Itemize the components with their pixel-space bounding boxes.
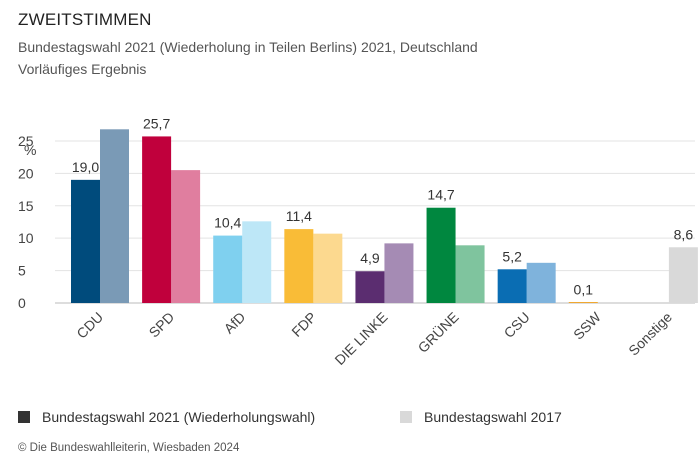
bar-2021 [71, 179, 100, 303]
y-tick-label: 15 [18, 198, 34, 214]
chart-subtitle: Bundestagswahl 2021 (Wiederholung in Tei… [18, 39, 478, 55]
x-category-label: Sonstige [625, 309, 675, 359]
bar-2021 [142, 136, 172, 303]
data-label-2021: 0,1 [574, 281, 594, 297]
bar-2021 [284, 229, 314, 303]
chart-title: ZWEITSTIMMEN [18, 10, 152, 29]
x-category-label: SPD [146, 309, 178, 341]
x-category-label: CDU [73, 309, 106, 342]
legend-item-2017: Bundestagswahl 2017 [400, 409, 562, 425]
chart-note: Vorläufiges Ergebnis [18, 61, 147, 77]
bar-2021 [568, 302, 598, 303]
data-label-2021: 10,4 [214, 215, 241, 231]
data-label-2021: 14,7 [427, 187, 454, 203]
y-tick-label: 5 [18, 263, 26, 279]
legend-label-2017: Bundestagswahl 2017 [424, 409, 562, 425]
data-label-2021: 4,9 [360, 250, 380, 266]
y-tick-label: 20 [18, 165, 34, 181]
bar-2017 [384, 243, 414, 303]
bar-2017 [171, 170, 201, 303]
x-category-label: GRÜNE [414, 308, 462, 356]
y-axis-unit: % [24, 142, 36, 158]
bar-2017 [668, 247, 698, 303]
x-category-label: CSU [501, 309, 533, 341]
bar-2017 [242, 221, 272, 303]
bar-2021 [497, 269, 527, 303]
data-label-2021: 11,4 [286, 208, 312, 224]
x-category-label: SSW [570, 308, 604, 342]
legend-label-2021: Bundestagswahl 2021 (Wiederholungswahl) [42, 409, 316, 425]
data-label-2021: 25,7 [143, 115, 170, 131]
x-category-label: AfD [221, 309, 249, 337]
x-category-label: DIE LINKE [331, 309, 390, 368]
data-label-2017: 8,6 [674, 226, 694, 242]
x-category-label: FDP [288, 309, 319, 340]
data-label-2021: 5,2 [502, 248, 522, 264]
y-tick-label: 0 [18, 295, 26, 311]
bar-chart: 0 5 10 15 20 25% 19,0 CDU 25,7 SPD 10,4 AfD 11,4 FDP 4… [18, 115, 698, 368]
bar-2017 [100, 129, 129, 303]
bar-2021 [426, 207, 456, 303]
bar-2017 [526, 262, 556, 303]
data-label-2021: 19,0 [72, 159, 99, 175]
legend-swatch-2021 [18, 411, 30, 423]
bar-2017 [313, 233, 343, 303]
y-tick-label: 25 [18, 133, 34, 149]
bar-2021 [213, 235, 243, 303]
legend-swatch-2017 [400, 411, 412, 423]
bar-2021 [355, 271, 385, 303]
bar-2017 [455, 245, 485, 303]
y-tick-label: 10 [18, 230, 34, 246]
source-credit: © Die Bundeswahlleiterin, Wiesbaden 2024 [18, 442, 240, 454]
legend-item-2021: Bundestagswahl 2021 (Wiederholungswahl) [18, 409, 315, 425]
